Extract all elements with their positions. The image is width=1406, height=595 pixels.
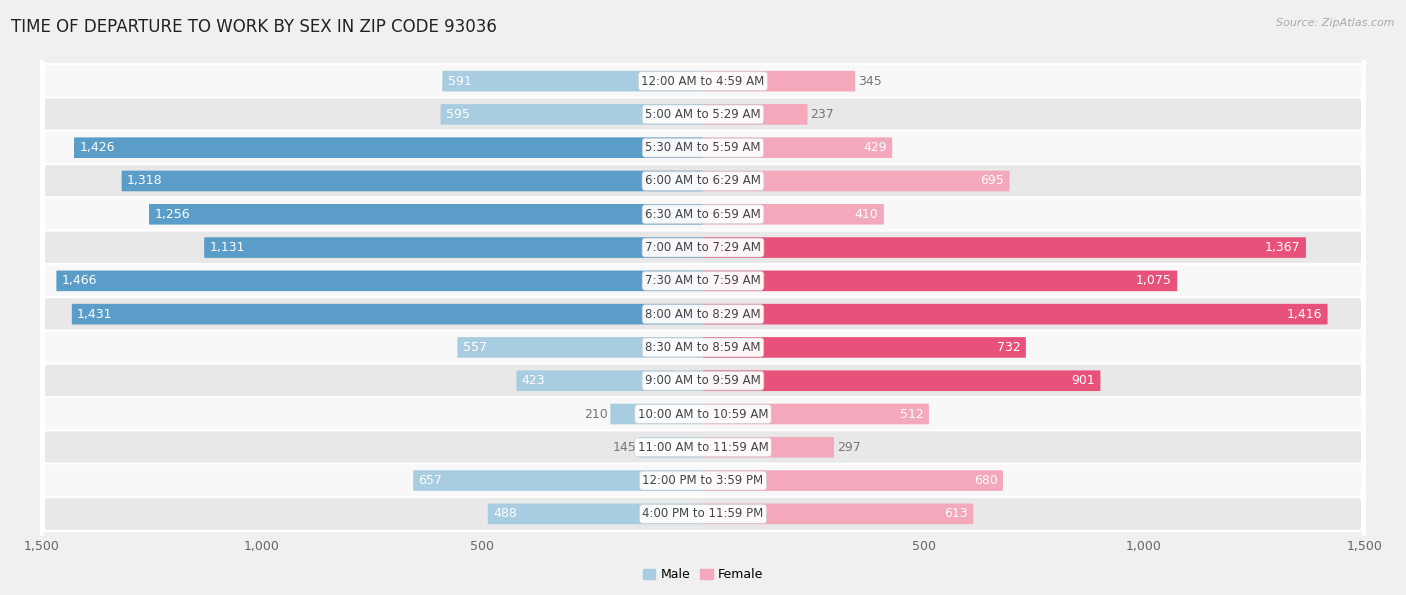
- Text: 557: 557: [463, 341, 486, 354]
- Text: 512: 512: [900, 408, 924, 421]
- Text: 429: 429: [863, 141, 887, 154]
- Text: 1,431: 1,431: [77, 308, 112, 321]
- FancyBboxPatch shape: [457, 337, 703, 358]
- FancyBboxPatch shape: [149, 204, 703, 224]
- Text: 7:00 AM to 7:29 AM: 7:00 AM to 7:29 AM: [645, 241, 761, 254]
- FancyBboxPatch shape: [610, 403, 703, 424]
- Text: Source: ZipAtlas.com: Source: ZipAtlas.com: [1277, 18, 1395, 28]
- FancyBboxPatch shape: [440, 104, 703, 125]
- FancyBboxPatch shape: [703, 470, 1002, 491]
- Text: 1,466: 1,466: [62, 274, 97, 287]
- Text: 423: 423: [522, 374, 546, 387]
- FancyBboxPatch shape: [41, 231, 1365, 595]
- Text: 237: 237: [810, 108, 834, 121]
- FancyBboxPatch shape: [41, 165, 1365, 595]
- Text: 145: 145: [613, 441, 637, 454]
- Text: 297: 297: [837, 441, 860, 454]
- FancyBboxPatch shape: [41, 98, 1365, 595]
- FancyBboxPatch shape: [413, 470, 703, 491]
- FancyBboxPatch shape: [204, 237, 703, 258]
- Text: 11:00 AM to 11:59 AM: 11:00 AM to 11:59 AM: [638, 441, 768, 454]
- Text: 12:00 AM to 4:59 AM: 12:00 AM to 4:59 AM: [641, 74, 765, 87]
- FancyBboxPatch shape: [41, 0, 1365, 430]
- FancyBboxPatch shape: [640, 437, 703, 458]
- FancyBboxPatch shape: [41, 265, 1365, 595]
- FancyBboxPatch shape: [41, 32, 1365, 530]
- FancyBboxPatch shape: [703, 104, 807, 125]
- Text: 4:00 PM to 11:59 PM: 4:00 PM to 11:59 PM: [643, 508, 763, 521]
- FancyBboxPatch shape: [516, 371, 703, 391]
- Text: TIME OF DEPARTURE TO WORK BY SEX IN ZIP CODE 93036: TIME OF DEPARTURE TO WORK BY SEX IN ZIP …: [11, 18, 498, 36]
- Legend: Male, Female: Male, Female: [638, 563, 768, 586]
- FancyBboxPatch shape: [443, 71, 703, 92]
- Text: 901: 901: [1071, 374, 1095, 387]
- FancyBboxPatch shape: [703, 371, 1101, 391]
- Text: 680: 680: [974, 474, 998, 487]
- Text: 9:00 AM to 9:59 AM: 9:00 AM to 9:59 AM: [645, 374, 761, 387]
- FancyBboxPatch shape: [703, 171, 1010, 192]
- Text: 1,075: 1,075: [1136, 274, 1171, 287]
- FancyBboxPatch shape: [703, 137, 893, 158]
- FancyBboxPatch shape: [703, 503, 973, 524]
- FancyBboxPatch shape: [703, 437, 834, 458]
- Text: 7:30 AM to 7:59 AM: 7:30 AM to 7:59 AM: [645, 274, 761, 287]
- Text: 488: 488: [494, 508, 517, 521]
- Text: 695: 695: [980, 174, 1004, 187]
- Text: 591: 591: [447, 74, 471, 87]
- FancyBboxPatch shape: [41, 0, 1365, 497]
- Text: 1,416: 1,416: [1286, 308, 1322, 321]
- Text: 8:00 AM to 8:29 AM: 8:00 AM to 8:29 AM: [645, 308, 761, 321]
- FancyBboxPatch shape: [75, 137, 703, 158]
- Text: 8:30 AM to 8:59 AM: 8:30 AM to 8:59 AM: [645, 341, 761, 354]
- Text: 1,426: 1,426: [79, 141, 115, 154]
- FancyBboxPatch shape: [41, 0, 1365, 464]
- FancyBboxPatch shape: [41, 65, 1365, 563]
- FancyBboxPatch shape: [703, 337, 1026, 358]
- FancyBboxPatch shape: [488, 503, 703, 524]
- Text: 12:00 PM to 3:59 PM: 12:00 PM to 3:59 PM: [643, 474, 763, 487]
- Text: 1,256: 1,256: [155, 208, 190, 221]
- FancyBboxPatch shape: [703, 304, 1327, 324]
- Text: 1,131: 1,131: [209, 241, 245, 254]
- Text: 5:30 AM to 5:59 AM: 5:30 AM to 5:59 AM: [645, 141, 761, 154]
- FancyBboxPatch shape: [703, 204, 884, 224]
- Text: 5:00 AM to 5:29 AM: 5:00 AM to 5:29 AM: [645, 108, 761, 121]
- Text: 10:00 AM to 10:59 AM: 10:00 AM to 10:59 AM: [638, 408, 768, 421]
- Text: 613: 613: [945, 508, 969, 521]
- Text: 732: 732: [997, 341, 1021, 354]
- Text: 410: 410: [855, 208, 879, 221]
- FancyBboxPatch shape: [56, 271, 703, 291]
- FancyBboxPatch shape: [41, 198, 1365, 595]
- FancyBboxPatch shape: [703, 237, 1306, 258]
- Text: 345: 345: [858, 74, 882, 87]
- Text: 210: 210: [583, 408, 607, 421]
- Text: 595: 595: [446, 108, 470, 121]
- FancyBboxPatch shape: [703, 271, 1177, 291]
- FancyBboxPatch shape: [72, 304, 703, 324]
- Text: 6:00 AM to 6:29 AM: 6:00 AM to 6:29 AM: [645, 174, 761, 187]
- FancyBboxPatch shape: [41, 0, 1365, 330]
- FancyBboxPatch shape: [703, 71, 855, 92]
- Text: 1,318: 1,318: [127, 174, 163, 187]
- Text: 657: 657: [419, 474, 443, 487]
- FancyBboxPatch shape: [703, 403, 929, 424]
- FancyBboxPatch shape: [41, 0, 1365, 364]
- FancyBboxPatch shape: [41, 131, 1365, 595]
- Text: 1,367: 1,367: [1265, 241, 1301, 254]
- Text: 6:30 AM to 6:59 AM: 6:30 AM to 6:59 AM: [645, 208, 761, 221]
- FancyBboxPatch shape: [122, 171, 703, 192]
- FancyBboxPatch shape: [41, 0, 1365, 397]
